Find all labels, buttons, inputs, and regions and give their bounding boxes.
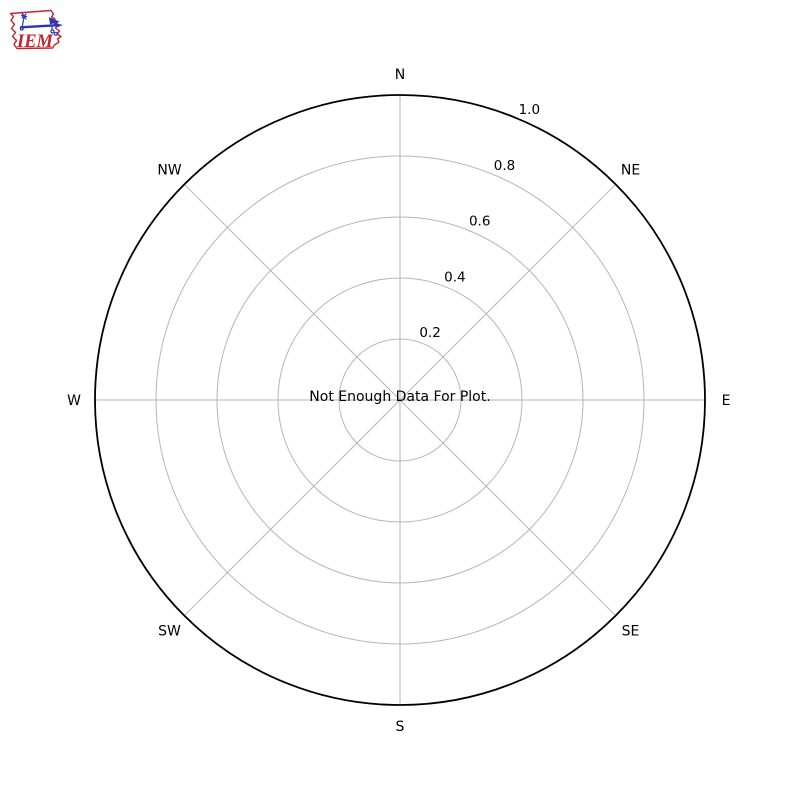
radial-tick-label: 0.4 (444, 269, 465, 285)
grid-spoke (183, 399, 401, 617)
grid-spoke (399, 399, 617, 617)
direction-label-e: E (722, 393, 731, 409)
direction-label-s: S (396, 719, 405, 735)
iem-logo: IEM (9, 9, 63, 52)
direction-label-ne: NE (621, 162, 640, 178)
direction-label-se: SE (622, 623, 640, 639)
iem-logo-text: IEM (16, 32, 54, 52)
direction-label-sw: SW (158, 623, 181, 639)
radial-tick-label: 1.0 (519, 102, 540, 118)
grid-spoke (399, 183, 617, 401)
direction-label-nw: NW (157, 162, 181, 178)
outer-ring (94, 94, 706, 706)
no-data-message: Not Enough Data For Plot. (309, 389, 490, 405)
radial-tick-label: 0.6 (469, 214, 490, 230)
weathervane-icon (19, 12, 63, 36)
radial-tick-label: 0.2 (419, 325, 440, 341)
direction-label-w: W (67, 393, 81, 409)
grid-spoke (183, 183, 401, 401)
direction-label-n: N (395, 67, 405, 83)
radial-tick-label: 0.8 (494, 158, 515, 174)
